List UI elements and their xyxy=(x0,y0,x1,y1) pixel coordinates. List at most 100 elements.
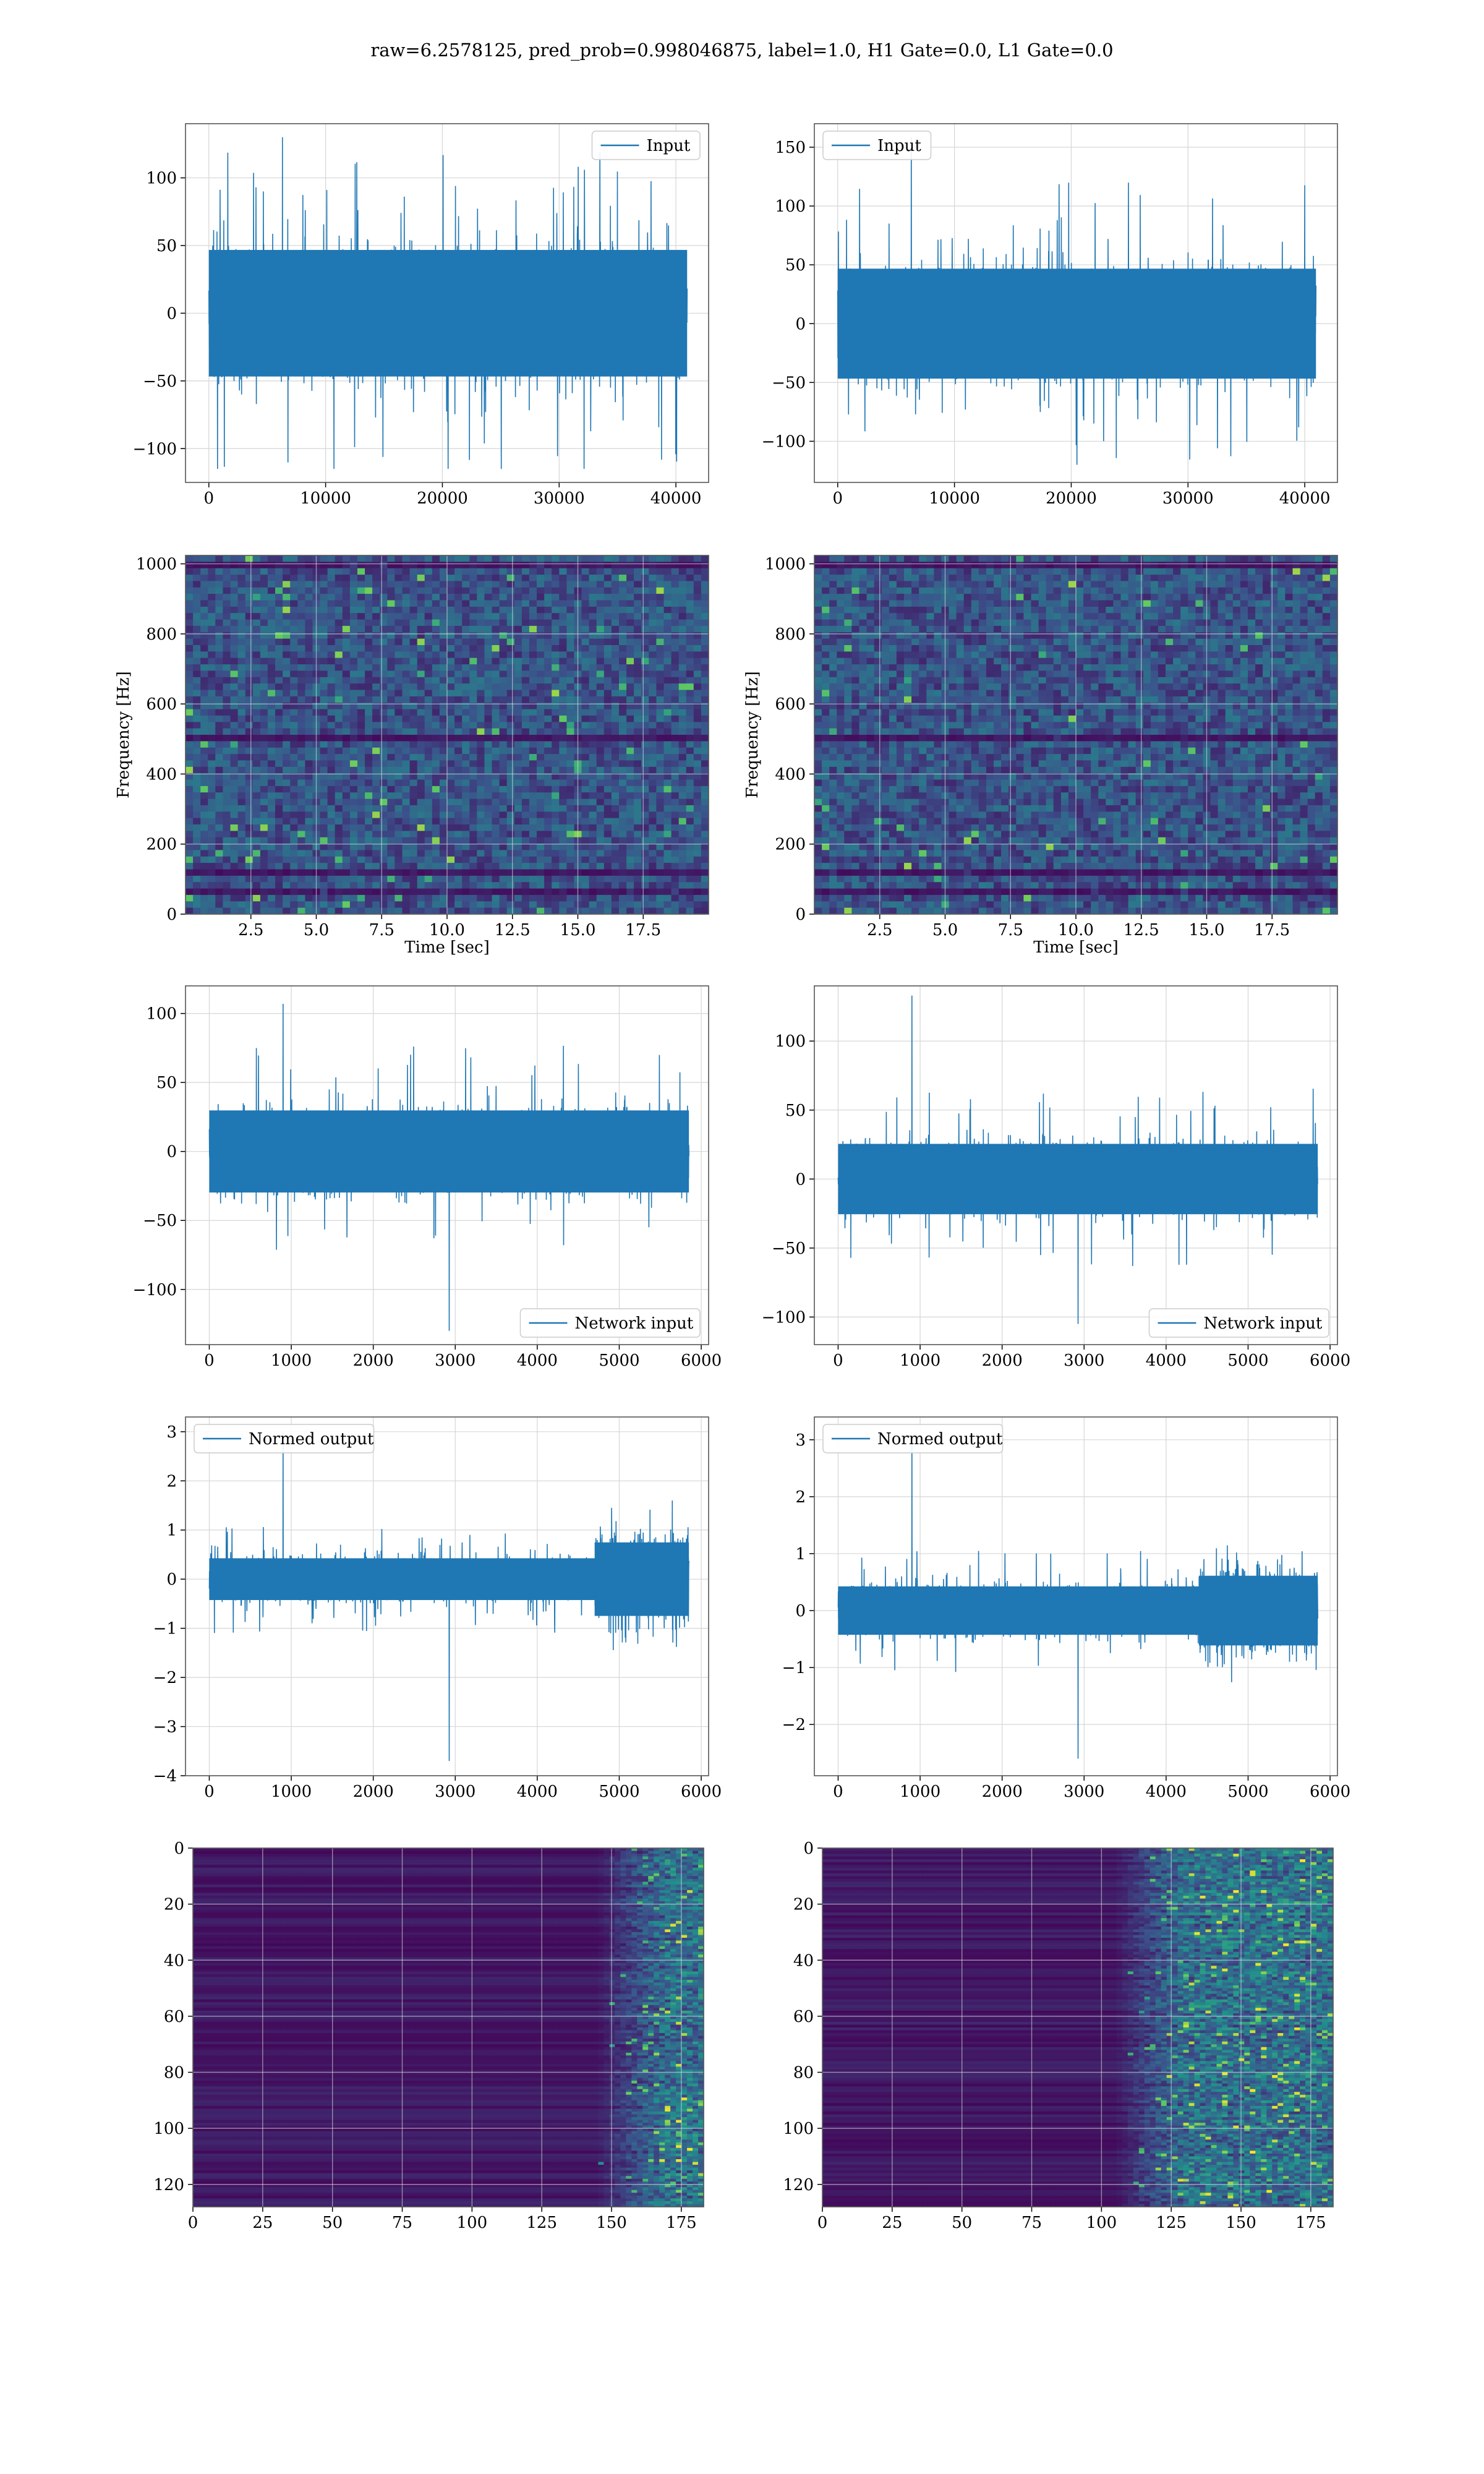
heatmap-cell xyxy=(335,645,343,652)
heatmap-cell xyxy=(409,863,418,870)
heatmap-cell xyxy=(432,619,440,627)
heatmap-cell xyxy=(844,844,852,851)
heatmap-cell xyxy=(889,882,897,889)
heatmap-cell xyxy=(514,715,522,722)
heatmap-cell xyxy=(611,907,620,915)
heatmap-cell xyxy=(283,766,291,774)
heatmap-cell xyxy=(859,894,868,902)
heatmap-cell xyxy=(634,568,642,575)
heatmap-cell xyxy=(320,907,328,915)
heatmap-cell xyxy=(245,735,254,742)
heatmap-cell xyxy=(320,690,328,697)
heatmap-cell xyxy=(297,798,305,806)
heatmap-cell xyxy=(342,613,351,620)
heatmap-cell xyxy=(215,664,223,672)
heatmap-cell xyxy=(237,901,246,909)
heatmap-cell xyxy=(874,587,882,594)
heatmap-cell xyxy=(581,613,590,620)
heatmap-cell xyxy=(484,568,493,575)
heatmap-cell xyxy=(514,651,522,659)
heatmap-cell xyxy=(889,625,897,633)
heatmap-cell xyxy=(822,863,830,870)
heatmap-cell xyxy=(365,754,373,761)
heatmap-cell xyxy=(814,587,822,594)
heatmap-cell xyxy=(866,606,875,614)
heatmap-cell xyxy=(260,606,268,614)
heatmap-cell xyxy=(447,651,455,659)
heatmap-cell xyxy=(611,754,620,761)
heatmap-cell xyxy=(260,562,268,569)
heatmap-cell xyxy=(603,664,612,672)
heatmap-cell xyxy=(829,709,837,716)
heatmap-cell xyxy=(342,760,351,768)
heatmap-cell xyxy=(596,766,605,774)
heatmap-cell xyxy=(552,882,560,889)
heatmap-cell xyxy=(686,632,694,640)
heatmap-cell xyxy=(215,850,223,857)
heatmap-cell xyxy=(237,568,246,575)
heatmap-cell xyxy=(851,594,860,601)
heatmap-cell xyxy=(462,722,470,729)
heatmap-cell xyxy=(193,696,201,703)
heatmap-cell xyxy=(320,683,328,691)
heatmap-cell xyxy=(603,613,612,620)
heatmap-cell xyxy=(844,670,852,678)
heatmap-cell xyxy=(693,863,702,870)
heatmap-cell xyxy=(267,632,276,640)
heatmap-cell xyxy=(851,735,860,742)
heatmap-cell xyxy=(432,831,440,838)
heatmap-cell xyxy=(919,625,927,633)
heatmap-cell xyxy=(866,741,875,748)
heatmap-cell xyxy=(649,754,657,761)
heatmap-cell xyxy=(432,606,440,614)
heatmap-cell xyxy=(492,600,500,607)
heatmap-cell xyxy=(477,837,485,844)
heatmap-cell xyxy=(589,690,597,697)
heatmap-cell xyxy=(305,747,313,755)
heatmap-cell xyxy=(335,766,343,774)
heatmap-cell xyxy=(283,888,291,896)
heatmap-cell xyxy=(335,709,343,716)
heatmap-cell xyxy=(926,619,934,627)
heatmap-cell xyxy=(649,741,657,748)
heatmap-cell xyxy=(506,555,515,562)
heatmap-cell xyxy=(200,587,208,594)
heatmap-cell xyxy=(589,568,597,575)
heatmap-cell xyxy=(934,683,942,691)
heatmap-cell xyxy=(409,562,418,569)
heatmap-cell xyxy=(656,722,665,729)
heatmap-cell xyxy=(814,575,822,582)
heatmap-cell xyxy=(537,811,545,819)
heatmap-cell xyxy=(252,562,261,569)
heatmap-cell xyxy=(290,619,298,627)
heatmap-cell xyxy=(814,600,822,607)
heatmap-cell xyxy=(889,696,897,703)
heatmap-cell xyxy=(349,555,358,562)
heatmap-cell xyxy=(492,677,500,684)
heatmap-cell xyxy=(447,844,455,851)
heatmap-cell xyxy=(215,645,223,652)
heatmap-cell xyxy=(934,715,942,722)
heatmap-cell xyxy=(693,645,702,652)
heatmap-cell xyxy=(603,850,612,857)
heatmap-cell xyxy=(260,811,268,819)
heatmap-cell xyxy=(223,664,231,672)
heatmap-cell xyxy=(663,785,672,793)
heatmap-cell xyxy=(829,869,837,876)
heatmap-cell xyxy=(335,619,343,627)
heatmap-cell xyxy=(208,722,216,729)
heatmap-cell xyxy=(454,690,463,697)
heatmap-cell xyxy=(596,632,605,640)
heatmap-cell xyxy=(589,619,597,627)
heatmap-cell xyxy=(462,894,470,902)
heatmap-cell xyxy=(335,875,343,883)
heatmap-cell xyxy=(193,747,201,755)
heatmap-cell xyxy=(260,773,268,781)
heatmap-cell xyxy=(275,555,283,562)
heatmap-cell xyxy=(387,575,395,582)
heatmap-cell xyxy=(200,606,208,614)
heatmap-cell xyxy=(851,670,860,678)
heatmap-cell xyxy=(245,805,254,812)
heatmap-cell xyxy=(603,645,612,652)
heatmap-cell xyxy=(844,831,852,838)
